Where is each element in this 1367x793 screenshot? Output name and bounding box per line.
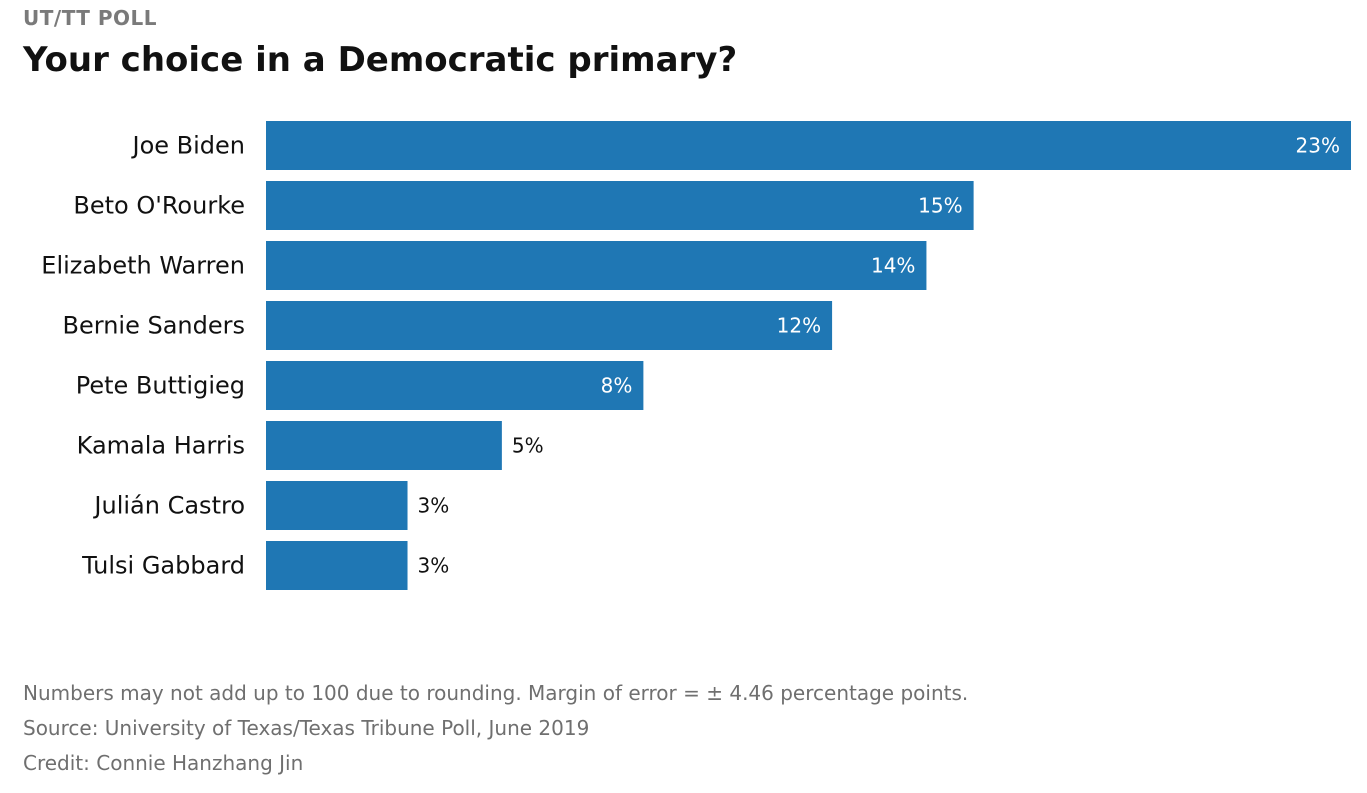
value-label: 14% bbox=[871, 254, 915, 278]
value-label: 8% bbox=[601, 374, 633, 398]
value-label: 3% bbox=[418, 554, 450, 578]
bar bbox=[266, 541, 408, 590]
bar bbox=[266, 481, 408, 530]
margin-note: Numbers may not add up to 100 due to rou… bbox=[23, 681, 969, 705]
bar-chart: Joe Biden 23% Beto O'Rourke 15% Elizabeth Wa… bbox=[41, 121, 1351, 590]
category-label: Bernie Sanders bbox=[63, 312, 245, 340]
value-label: 3% bbox=[418, 494, 450, 518]
value-label: 23% bbox=[1296, 134, 1340, 158]
category-label: Beto O'Rourke bbox=[73, 192, 245, 220]
category-label: Joe Biden bbox=[131, 132, 246, 160]
category-label: Pete Buttigieg bbox=[76, 372, 245, 400]
category-label: Kamala Harris bbox=[77, 432, 245, 460]
source-note: Source: University of Texas/Texas Tribun… bbox=[23, 716, 590, 740]
value-label: 5% bbox=[512, 434, 544, 458]
bar bbox=[266, 181, 974, 230]
chart-footnotes: Numbers may not add up to 100 due to rou… bbox=[23, 676, 968, 781]
credit-note: Credit: Connie Hanzhang Jin bbox=[23, 751, 304, 775]
bar bbox=[266, 301, 833, 350]
bar bbox=[266, 421, 502, 470]
bar bbox=[266, 241, 927, 290]
value-label: 15% bbox=[918, 194, 962, 218]
value-label: 12% bbox=[777, 314, 821, 338]
category-label: Tulsi Gabbard bbox=[81, 552, 245, 580]
chart-kicker: UT/TT POLL bbox=[23, 6, 158, 30]
chart-title: Your choice in a Democratic primary? bbox=[23, 40, 738, 80]
category-label: Julián Castro bbox=[92, 492, 245, 520]
bar bbox=[266, 361, 644, 410]
bar bbox=[266, 121, 1351, 170]
category-label: Elizabeth Warren bbox=[41, 252, 245, 280]
